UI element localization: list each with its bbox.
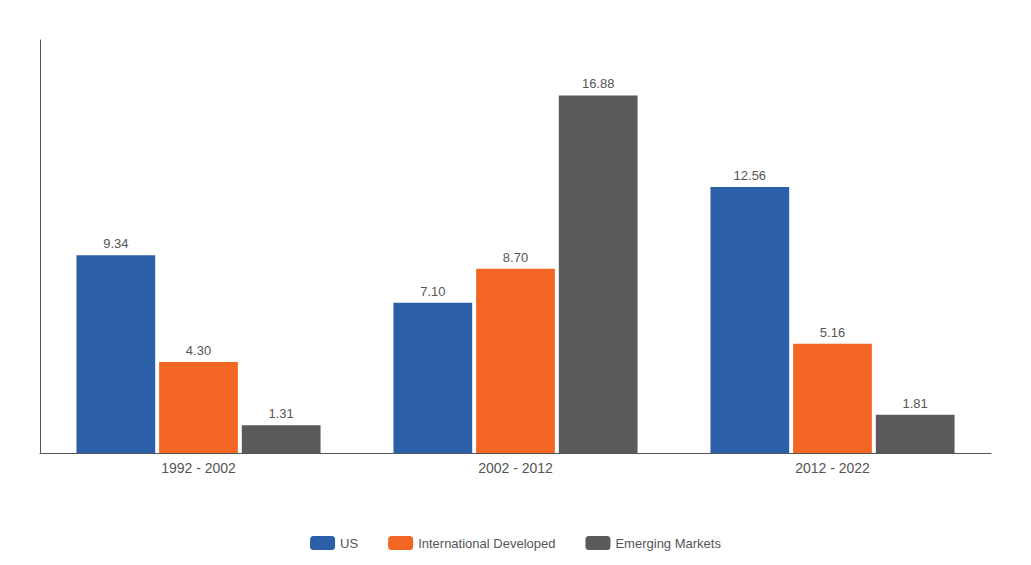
svg-text:1992 - 2002: 1992 - 2002	[161, 460, 236, 476]
svg-text:2012 - 2022: 2012 - 2022	[795, 460, 870, 476]
svg-text:16.88: 16.88	[582, 76, 615, 91]
svg-text:5.16: 5.16	[820, 325, 845, 340]
svg-text:9.34: 9.34	[103, 236, 128, 251]
svg-text:4.30: 4.30	[186, 343, 211, 358]
svg-text:Emerging Markets: Emerging Markets	[615, 536, 721, 551]
svg-text:12.56: 12.56	[734, 168, 767, 183]
svg-text:1.81: 1.81	[903, 396, 928, 411]
svg-text:1.31: 1.31	[269, 406, 294, 421]
svg-text:International Developed: International Developed	[418, 536, 555, 551]
svg-text:8.70: 8.70	[503, 250, 528, 265]
svg-text:US: US	[340, 536, 358, 551]
svg-text:2002 - 2012: 2002 - 2012	[478, 460, 553, 476]
svg-text:7.10: 7.10	[420, 284, 445, 299]
